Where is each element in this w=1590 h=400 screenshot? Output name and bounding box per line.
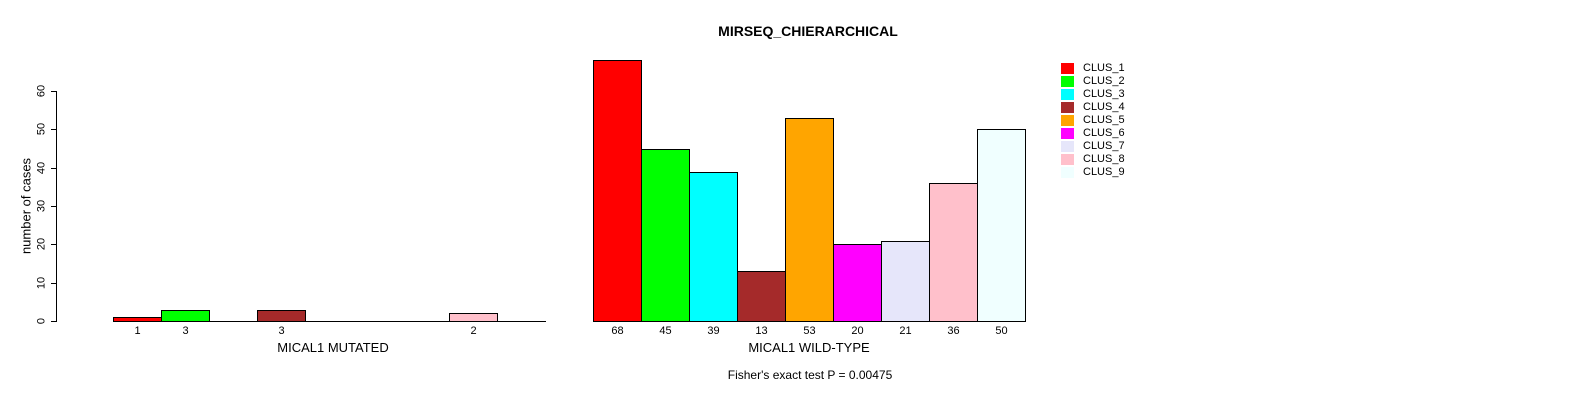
bar-clus_2 (641, 148, 690, 322)
bar-clus_2 (161, 309, 210, 322)
bar-value-label: 3 (278, 325, 285, 337)
y-tick-label: 20 (35, 238, 48, 251)
legend-label: CLUS_9 (1083, 166, 1125, 178)
legend-item: CLUS_7 (1061, 140, 1125, 153)
legend-item: CLUS_3 (1061, 88, 1125, 101)
legend-item: CLUS_8 (1061, 153, 1125, 166)
legend-item: CLUS_4 (1061, 101, 1125, 114)
bar-value-label: 53 (803, 325, 816, 337)
legend-swatch (1061, 128, 1074, 139)
legend-swatch (1061, 76, 1074, 87)
bar-clus_4 (737, 271, 786, 322)
y-tick (51, 282, 56, 284)
y-tick (51, 129, 56, 131)
bar-clus_8 (449, 313, 498, 322)
bar-value-label: 45 (659, 325, 672, 337)
legend-swatch (1061, 154, 1074, 165)
bar-value-label: 50 (995, 325, 1008, 337)
bar-value-label: 1 (134, 325, 141, 337)
legend-item: CLUS_9 (1061, 166, 1125, 179)
legend-swatch (1061, 89, 1074, 100)
legend-item: CLUS_5 (1061, 114, 1125, 127)
bar-value-label: 39 (707, 325, 720, 337)
legend-label: CLUS_2 (1083, 75, 1125, 87)
legend-label: CLUS_6 (1083, 127, 1125, 139)
bar-value-label: 3 (182, 325, 189, 337)
y-tick (51, 91, 56, 92)
bar-value-label: 21 (899, 325, 912, 337)
legend-item: CLUS_2 (1061, 75, 1125, 88)
bar-clus_1 (593, 60, 642, 322)
bar-clus_9 (977, 129, 1026, 322)
fisher-test-annotation: Fisher's exact test P = 0.00475 (727, 368, 893, 382)
bar-value-label: 68 (611, 325, 624, 337)
legend-label: CLUS_5 (1083, 114, 1125, 126)
y-axis-title: number of cases (18, 157, 34, 255)
legend-label: CLUS_3 (1083, 88, 1125, 100)
bar-clus_8 (929, 183, 978, 322)
y-tick (51, 321, 56, 322)
x-axis-baseline (113, 321, 546, 322)
x-axis-label-mutated: MICAL1 MUTATED (277, 340, 389, 355)
y-tick-label: 10 (35, 276, 48, 289)
legend-item: CLUS_1 (1061, 62, 1125, 75)
legend-swatch (1061, 102, 1074, 113)
bar-value-label: 13 (755, 325, 768, 337)
legend-swatch (1061, 115, 1074, 126)
x-axis-label-wildtype: MICAL1 WILD-TYPE (748, 340, 870, 355)
legend-label: CLUS_1 (1083, 62, 1125, 74)
legend-swatch (1061, 63, 1074, 74)
bar-clus_5 (785, 117, 834, 322)
bar-value-label: 36 (947, 325, 960, 337)
bar-clus_1 (113, 317, 162, 322)
y-tick-label: 60 (35, 84, 48, 98)
bar-clus_4 (257, 309, 306, 322)
y-tick-label: 30 (35, 199, 48, 213)
y-axis-line (56, 91, 57, 322)
bar-value-label: 2 (470, 325, 477, 337)
bar-clus_6 (833, 244, 882, 322)
y-tick (51, 206, 56, 207)
chart-title: MIRSEQ_CHIERARCHICAL (718, 23, 898, 39)
legend-label: CLUS_7 (1083, 140, 1125, 152)
legend-swatch (1061, 167, 1074, 178)
legend-swatch (1061, 141, 1074, 152)
legend-label: CLUS_4 (1083, 101, 1125, 113)
legend-label: CLUS_8 (1083, 153, 1125, 165)
bar-value-label: 20 (851, 325, 864, 337)
legend: CLUS_1 CLUS_2 CLUS_3 CLUS_4 CLUS_5 CLUS_6 CLUS… (1061, 62, 1125, 179)
y-tick-label: 0 (35, 317, 48, 325)
y-tick (51, 244, 56, 246)
bar-clus_3 (689, 171, 738, 322)
bar-clus_7 (881, 240, 930, 322)
y-tick (51, 167, 56, 169)
y-tick-label: 40 (35, 161, 48, 174)
y-tick-label: 50 (35, 123, 48, 136)
legend-item: CLUS_6 (1061, 127, 1125, 140)
